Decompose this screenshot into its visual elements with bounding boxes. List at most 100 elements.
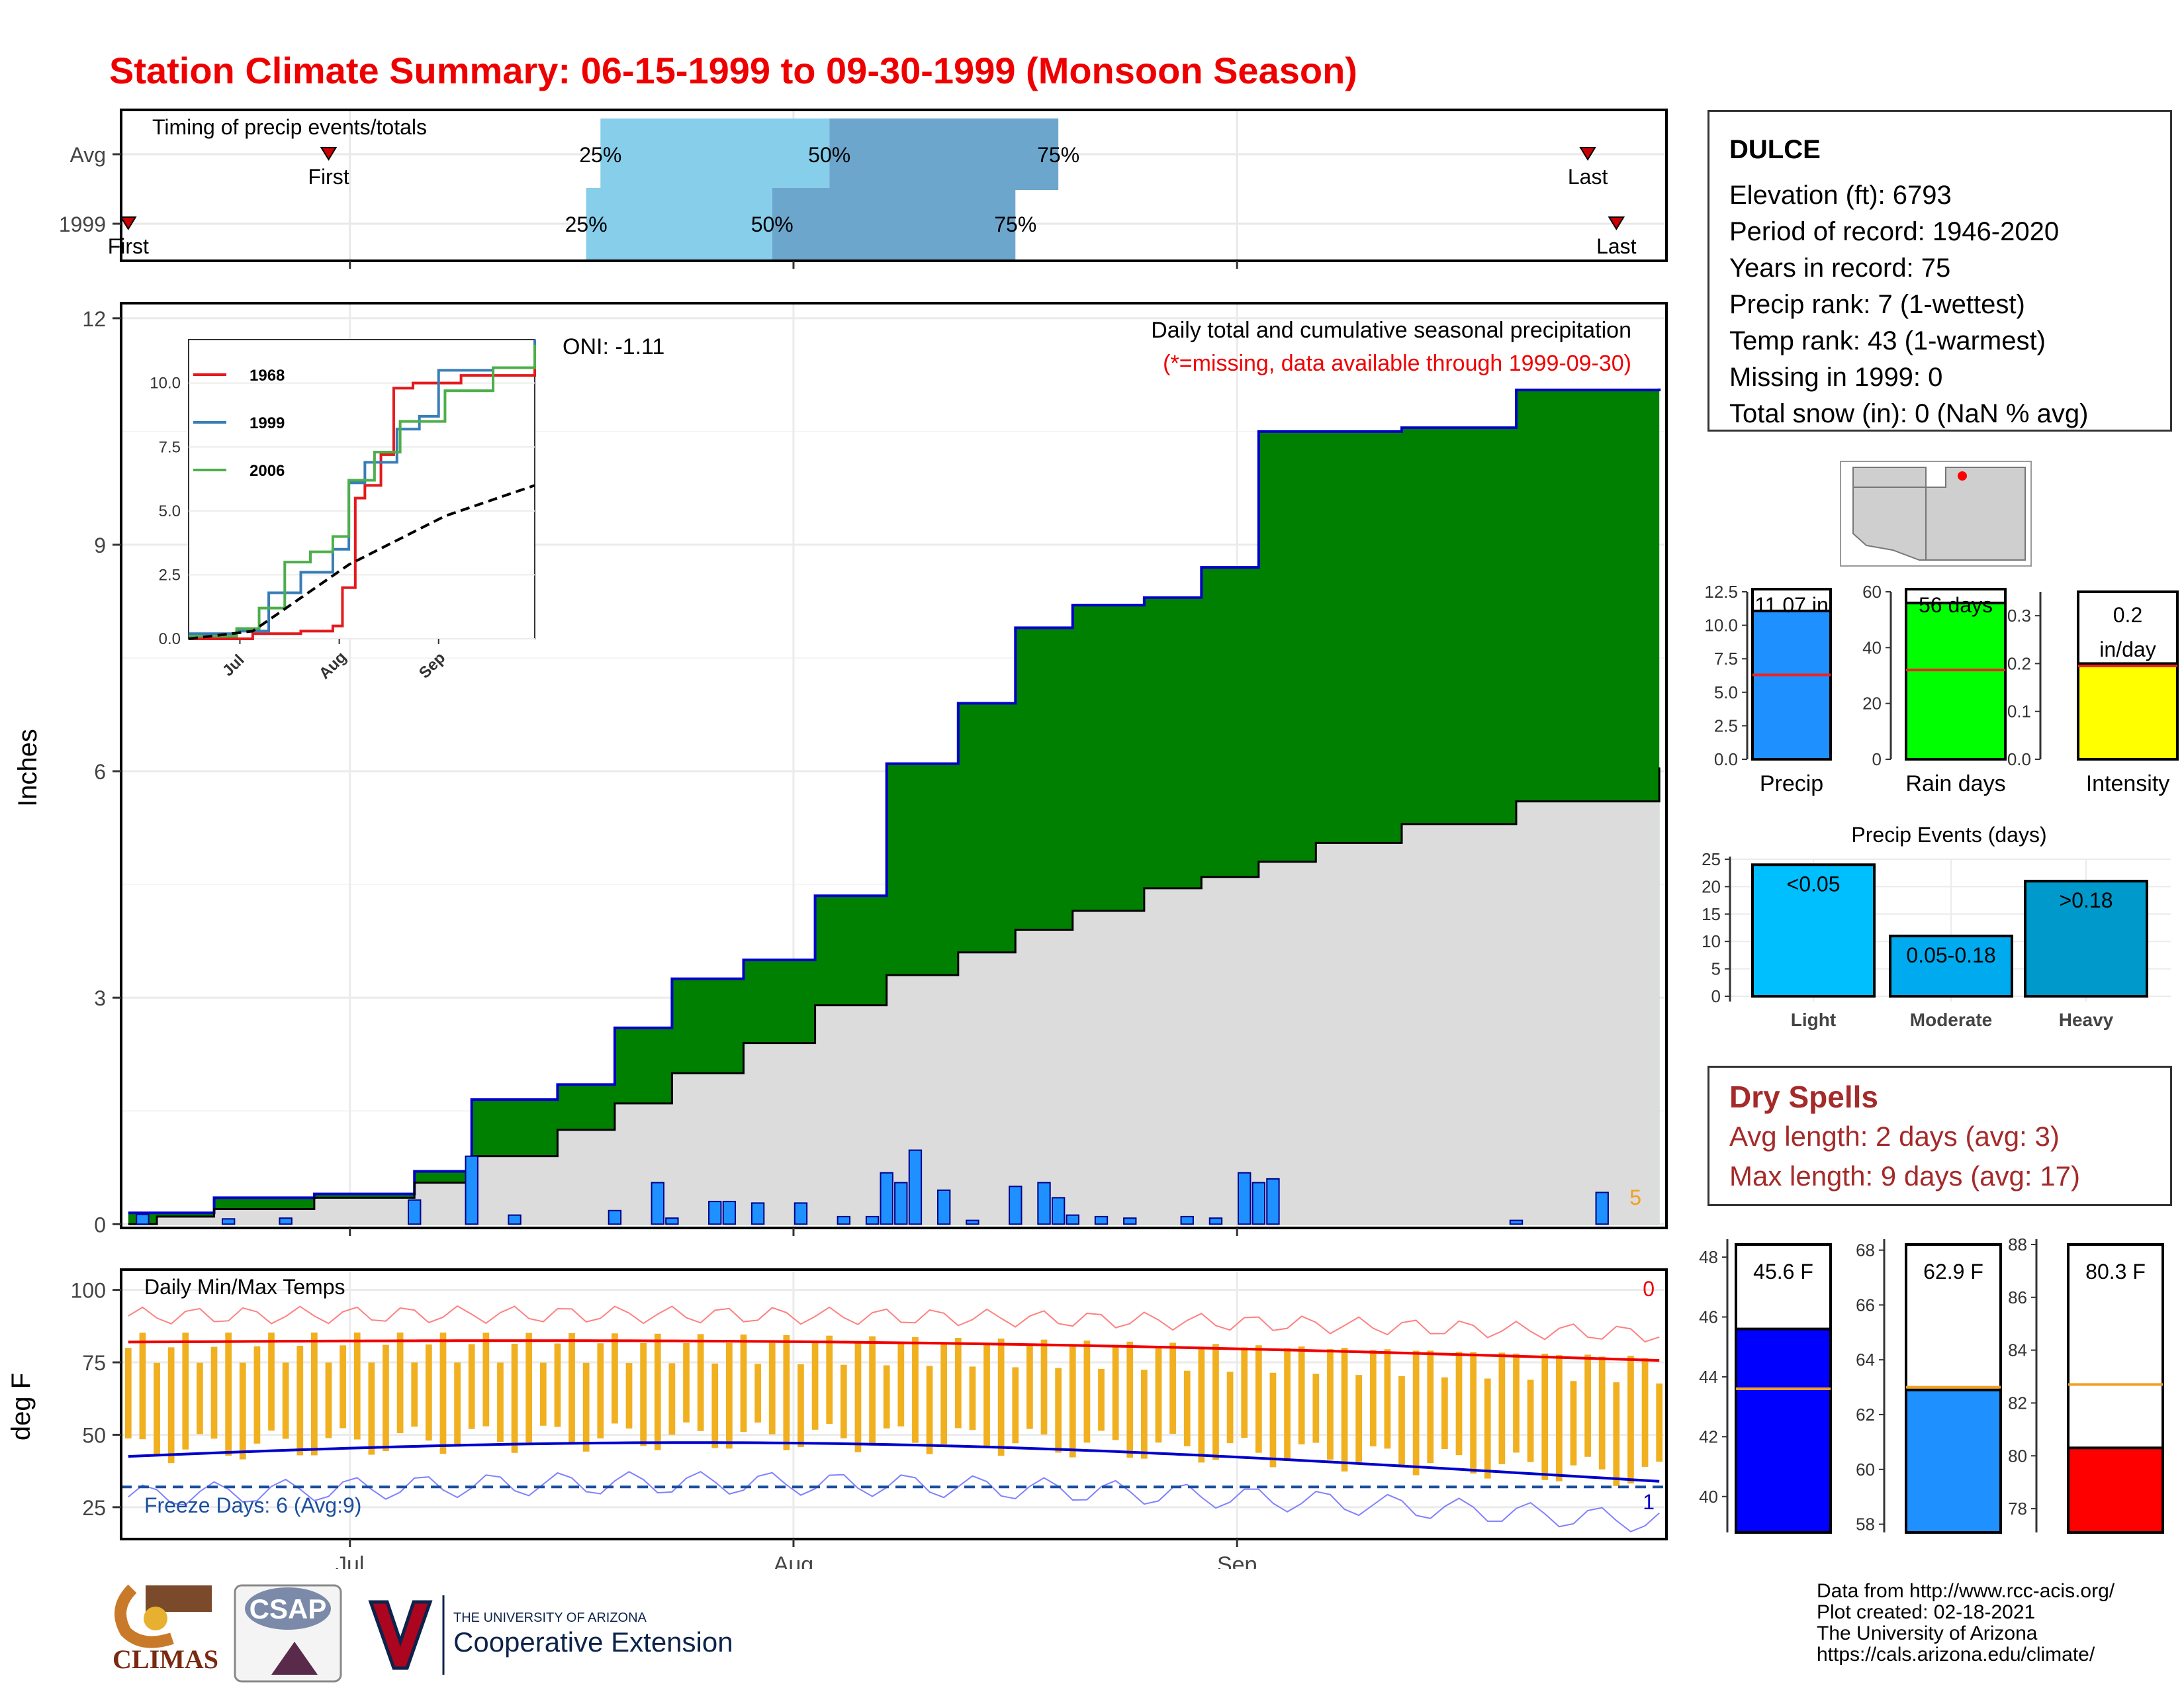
tick-label: 46 <box>1699 1307 1718 1327</box>
inset-average-line <box>188 484 535 640</box>
daily-temp-bar <box>826 1335 833 1424</box>
daily-temp-bar <box>1140 1370 1148 1459</box>
daily-precip-bar <box>708 1201 722 1225</box>
daily-temp-bar <box>897 1343 905 1427</box>
daily-temp-bar <box>197 1362 203 1434</box>
daily-temp-bar <box>1198 1346 1205 1463</box>
daily-temp-bar <box>340 1345 346 1429</box>
tick-label: 68 <box>1856 1241 1875 1260</box>
daily-temp-bar <box>1083 1340 1091 1443</box>
precip-annotation-missing: (*=missing, data available through 1999-… <box>1163 351 1631 376</box>
inset-series-1999 <box>189 340 536 635</box>
tick-label: 48 <box>1699 1247 1718 1267</box>
daily-temp-bar <box>569 1333 575 1444</box>
daily-temp-bar <box>597 1343 604 1438</box>
timing-p25-label: 25% <box>565 212 608 236</box>
daily-temp-bar <box>1155 1346 1162 1443</box>
daily-temp-bar <box>268 1333 275 1431</box>
daily-temp-bar <box>912 1336 919 1443</box>
timing-q1-bar <box>586 188 772 259</box>
y-tick-label: 100 <box>71 1279 106 1303</box>
tick-label: 40 <box>1862 637 1882 657</box>
daily-temp-bar <box>1212 1344 1219 1460</box>
daily-precip-bar <box>1094 1215 1109 1225</box>
oni-label: ONI: -1.11 <box>563 334 664 359</box>
csap-text: CSAP <box>250 1593 327 1624</box>
dry-spells-avg: Avg length: 2 days (avg: 3) <box>1729 1121 2060 1152</box>
daily-temp-bar <box>1255 1345 1262 1453</box>
daily-temp-bar <box>124 1348 132 1438</box>
daily-temp-bar <box>1613 1382 1620 1486</box>
daily-temp-bar <box>139 1333 146 1440</box>
daily-temp-bar <box>1598 1356 1606 1470</box>
climas-logo: CLIMAS <box>113 1584 218 1674</box>
credit-line: Plot created: 02-18-2021 <box>1817 1601 2036 1623</box>
daily-temp-bar <box>1369 1350 1377 1446</box>
summary-value: 11.07 in <box>1754 593 1829 617</box>
tick-label: 66 <box>1856 1295 1875 1315</box>
summary-value: 56 days <box>1919 593 1993 617</box>
tick-label: 84 <box>2008 1340 2027 1360</box>
daily-temp-bar <box>1012 1367 1019 1444</box>
ua-small-text: THE UNIVERSITY OF ARIZONA <box>453 1611 647 1625</box>
tick-label: 62 <box>1856 1405 1875 1425</box>
avg-min-line <box>128 1441 1660 1483</box>
tick-label: 20 <box>1862 694 1882 714</box>
events-category-label: Moderate <box>1910 1009 1992 1030</box>
inset-legend-label: 2006 <box>250 462 285 480</box>
daily-temp-bar <box>1555 1355 1563 1481</box>
daily-temp-bar <box>1627 1356 1634 1484</box>
y-tick-label: 0 <box>94 1213 106 1237</box>
tick-label: 0.2 <box>2007 653 2031 673</box>
daily-temp-bar <box>811 1342 819 1430</box>
y-tick-label: 12 <box>82 307 106 331</box>
daily-temp-bar <box>883 1365 890 1429</box>
events-tick-label: 20 <box>1702 876 1721 896</box>
credit-line: Data from http://www.rcc-acis.org/ <box>1817 1580 2115 1602</box>
daily-precip-bar <box>1238 1172 1251 1225</box>
tick-label: 86 <box>2008 1288 2027 1307</box>
summary-bar-rain-days <box>1905 601 2007 761</box>
summary-value: 0.2 <box>2113 603 2142 627</box>
daily-temp-bar <box>1384 1349 1391 1449</box>
max-count: 0 <box>1643 1277 1655 1301</box>
daily-temp-bar <box>554 1343 561 1427</box>
y-tick-label: 25 <box>82 1496 106 1520</box>
temp-summary-value: 80.3 F <box>2085 1260 2146 1284</box>
credit-line: https://cals.arizona.edu/climate/ <box>1817 1644 2095 1665</box>
summary-label: Precip <box>1760 771 1823 796</box>
daily-temp-bar <box>497 1362 504 1442</box>
events-tick-label: 0 <box>1711 986 1721 1006</box>
precip-chart: 0 3 6 9 12 Daily total and cumulative season… <box>13 302 1668 1237</box>
daily-precip-bar <box>136 1213 150 1225</box>
station-line: Elevation (ft): 6793 <box>1729 181 1952 210</box>
timing-p50-label: 50% <box>808 143 850 167</box>
y-tick-label: 3 <box>94 986 106 1010</box>
daily-temp-bar <box>511 1344 518 1453</box>
daily-precip-bar <box>608 1209 622 1225</box>
daily-temp-bar <box>1527 1380 1534 1462</box>
temp-title: Daily Min/Max Temps <box>144 1275 345 1299</box>
station-line: Years in record: 75 <box>1729 254 1951 283</box>
inset-series-2006 <box>189 344 536 638</box>
inset-x-label: Sep <box>416 649 449 682</box>
inset-chart: 0.0 2.5 5.0 7.5 10.0 Jul Aug Sep 1968 1999 2006 <box>150 339 536 682</box>
station-line: Total snow (in): 0 (NaN % avg) <box>1729 399 2089 428</box>
precip-ylabel: Inches <box>13 729 42 807</box>
tick-label: 44 <box>1699 1367 1718 1387</box>
daily-temp-bar <box>640 1342 647 1446</box>
daily-temp-bar <box>1541 1353 1549 1480</box>
precip-annotation-title: Daily total and cumulative seasonal prec… <box>1151 318 1631 343</box>
daily-temp-bar <box>1455 1351 1463 1456</box>
daily-temp-bar <box>539 1362 547 1426</box>
daily-temp-bar <box>654 1333 661 1450</box>
inset-y-tick: 5.0 <box>159 502 181 520</box>
daily-temp-bar <box>1269 1372 1277 1468</box>
daily-temp-bar <box>726 1342 733 1449</box>
events-tick-label: 25 <box>1702 849 1721 869</box>
precip-events-chart: Precip Events (days) 0 5 10 15 20 25 <0.05 Ligh… <box>1702 823 2171 1030</box>
events-category-label: Light <box>1791 1009 1836 1030</box>
daily-precip-bar <box>408 1199 422 1225</box>
daily-temp-bar <box>1241 1347 1248 1438</box>
